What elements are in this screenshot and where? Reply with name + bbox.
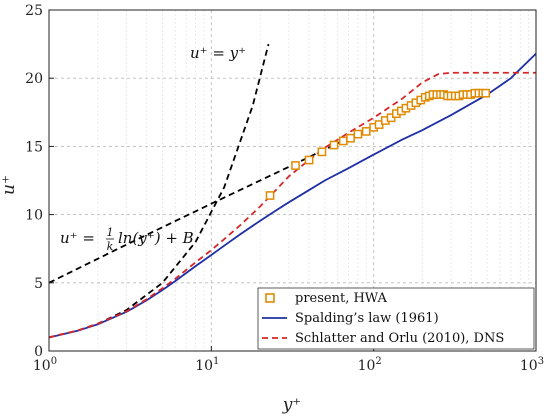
y-axis-ticks: 0 5 10 15 20 25: [25, 3, 54, 360]
data-point-hwa: [361, 127, 371, 136]
legend-label-spalding: Spalding’s law (1961): [295, 311, 439, 326]
data-point-hwa: [317, 147, 327, 157]
log-law-fraction-denominator: k: [107, 240, 114, 253]
y-axis-label: u⁺: [0, 175, 19, 195]
y-tick-label: 15: [25, 139, 43, 155]
y-tick-label: 25: [25, 3, 43, 19]
y-tick-label: 20: [25, 71, 43, 87]
data-point-hwa: [338, 136, 348, 146]
log-law-rhs: ln(y⁺) + B: [118, 229, 194, 247]
plot-frame: [48, 9, 537, 352]
log-law-lhs: u⁺ =: [60, 229, 95, 247]
y-tick-label: 10: [25, 208, 43, 224]
annotation-log-law: u⁺ = 1 k ln(y⁺) + B: [60, 226, 194, 253]
data-point-hwa: [346, 133, 355, 143]
data-point-hwa: [304, 155, 314, 165]
y-tick-label: 0: [34, 344, 43, 360]
data-point-hwa: [329, 140, 339, 150]
x-axis-label: y⁺: [282, 395, 302, 415]
y-tick-label: 5: [34, 276, 43, 292]
data-point-hwa: [481, 88, 491, 98]
legend-label-hwa: present, HWA: [295, 291, 388, 306]
log-law-fraction-numerator: 1: [107, 226, 114, 239]
legend-marker-hwa: [265, 293, 275, 303]
annotation-viscous-law: u⁺ = y⁺: [190, 44, 246, 62]
legend: present, HWA Spalding’s law (1961) Schla…: [257, 287, 535, 350]
data-point-hwa: [291, 161, 300, 170]
data-point-hwa: [265, 191, 275, 200]
legend-label-dns: Schlatter and Orlu (2010), DNS: [295, 331, 504, 346]
reference-line-log-law: [49, 101, 423, 284]
legend-box: [257, 287, 535, 350]
data-point-hwa: [353, 129, 363, 139]
plot-area: [49, 43, 536, 339]
series-markers-hwa: [265, 88, 491, 200]
